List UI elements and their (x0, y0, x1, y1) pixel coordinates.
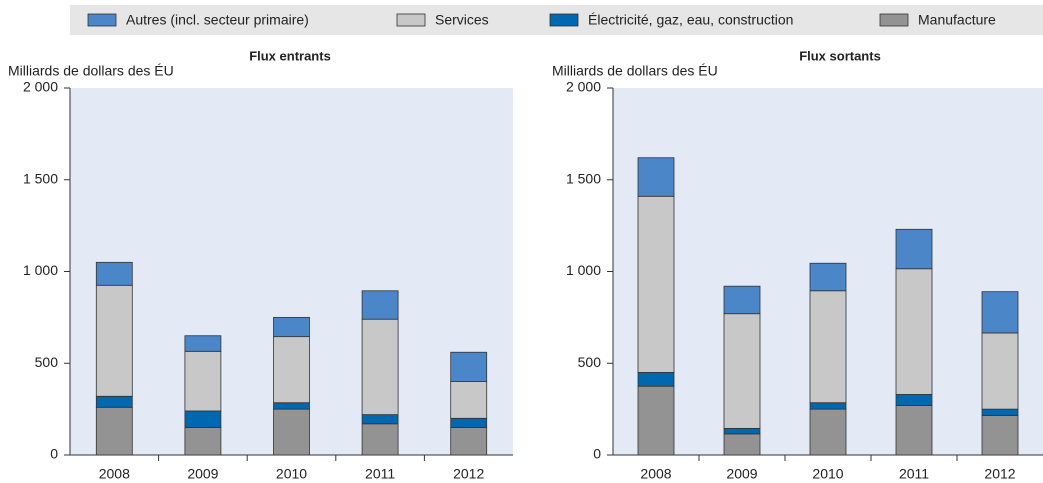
bar-segment (184, 410, 222, 428)
bar-segment (273, 402, 310, 410)
x-tick-label: 2010 (276, 466, 307, 482)
y-tick-label: 2 000 (23, 79, 58, 95)
bar-segment (361, 423, 399, 456)
bar-segment (273, 408, 310, 456)
x-tick-label: 2008 (640, 466, 671, 482)
y-tick-label: 1 000 (566, 262, 601, 278)
legend-label: Services (435, 12, 489, 28)
bar-segment (981, 408, 1019, 416)
y-tick-label: 500 (578, 354, 602, 370)
bar-segment (981, 415, 1019, 456)
bar-segment (95, 395, 133, 408)
bar-segment (637, 372, 675, 387)
bar-segment (184, 350, 222, 412)
bar-segment (895, 268, 933, 395)
bar-segment (184, 335, 222, 352)
x-tick-label: 2010 (812, 466, 843, 482)
y-tick-label: 1 500 (566, 170, 601, 186)
chart-title: Flux sortants (799, 48, 881, 63)
bar-segment (273, 316, 310, 338)
y-axis-label: Milliards de dollars des ÉU (8, 63, 174, 79)
x-tick-label: 2011 (365, 466, 395, 482)
legend-label: Autres (incl. secteur primaire) (126, 12, 309, 28)
x-tick-label: 2011 (899, 466, 929, 482)
bar-segment (361, 290, 399, 320)
legend-swatch (87, 13, 117, 27)
legend-label: Électricité, gaz, eau, construction (588, 12, 793, 28)
bar-segment (95, 406, 133, 456)
x-tick-label: 2009 (187, 466, 218, 482)
legend-label: Manufacture (918, 12, 996, 28)
bar-segment (95, 284, 133, 397)
y-tick-label: 0 (593, 446, 601, 462)
y-axis-label: Milliards de dollars des ÉU (552, 63, 718, 79)
bar-segment (981, 332, 1019, 410)
bar-segment (981, 291, 1019, 334)
bar-segment (723, 285, 761, 315)
x-tick-label: 2008 (99, 466, 130, 482)
bar-segment (809, 262, 847, 292)
bar-segment (723, 313, 761, 429)
y-tick-label: 500 (35, 354, 59, 370)
y-tick-label: 0 (50, 446, 58, 462)
x-tick-label: 2012 (453, 466, 484, 482)
legend-swatch (879, 13, 909, 27)
bar-segment (273, 336, 310, 404)
chart-title: Flux entrants (249, 48, 331, 63)
y-tick-label: 1 500 (23, 170, 58, 186)
bar-segment (450, 417, 488, 428)
bar-segment (809, 290, 847, 404)
x-tick-label: 2012 (984, 466, 1015, 482)
bar-segment (450, 351, 488, 382)
legend-swatch (549, 13, 579, 27)
bar-segment (809, 402, 847, 410)
x-tick-label: 2009 (726, 466, 757, 482)
bar-segment (723, 433, 761, 456)
bar-segment (637, 385, 675, 456)
legend-swatch (396, 13, 426, 27)
bar-segment (895, 405, 933, 456)
bar-segment (95, 261, 133, 286)
bar-segment (723, 427, 761, 435)
y-tick-label: 1 000 (23, 262, 58, 278)
bar-segment (637, 195, 675, 373)
bar-segment (809, 408, 847, 456)
bar-segment (184, 427, 222, 456)
bar-segment (637, 157, 675, 197)
bar-segment (450, 427, 488, 456)
bar-segment (450, 381, 488, 419)
y-tick-label: 2 000 (566, 79, 601, 95)
bar-segment (895, 228, 933, 270)
bar-segment (895, 394, 933, 406)
bar-segment (361, 318, 399, 416)
bar-segment (361, 414, 399, 425)
